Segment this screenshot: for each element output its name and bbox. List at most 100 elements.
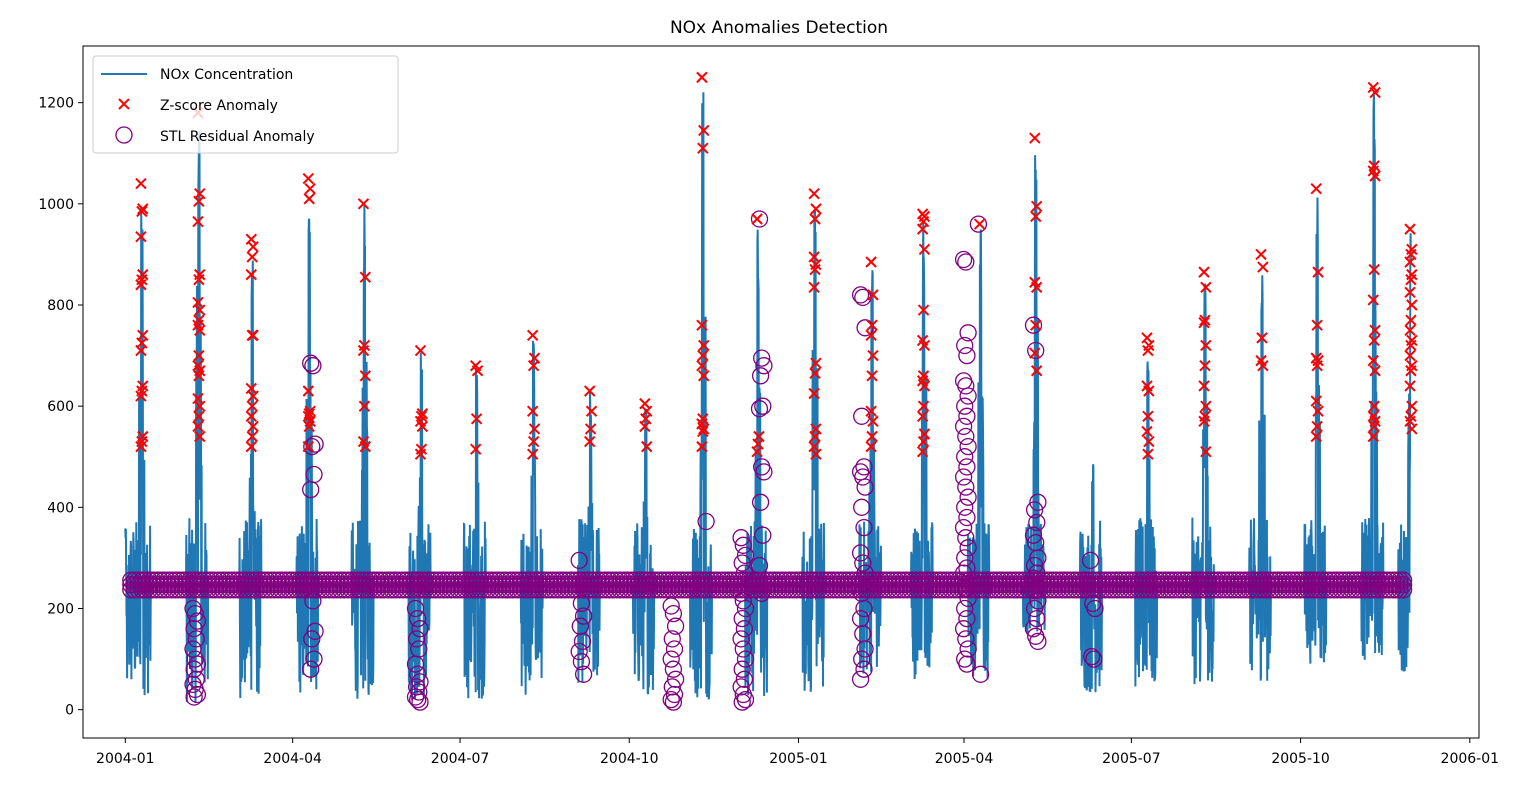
y-tick-label: 400: [47, 500, 74, 516]
zscore-anomaly-point: [194, 324, 206, 336]
stl-anomaly-point: [854, 468, 872, 486]
stl-anomaly-point: [957, 478, 975, 496]
zscore-anomaly-point: [918, 339, 931, 352]
zscore-anomaly-point: [917, 304, 930, 316]
stl-anomaly-point: [574, 665, 593, 683]
zscore-anomaly-point: [1030, 200, 1043, 213]
zscore-anomaly-point: [1405, 314, 1417, 326]
y-tick-label: 200: [47, 602, 74, 618]
stl-anomaly-point: [1029, 549, 1047, 567]
zscore-anomaly-point: [1368, 263, 1380, 276]
zscore-anomaly-point: [1369, 86, 1381, 99]
stl-anomaly-point: [185, 620, 203, 638]
stl-anomaly-point: [410, 683, 428, 701]
stl-anomaly-point: [1029, 592, 1047, 610]
zscore-anomaly-point: [1257, 359, 1269, 372]
stl-anomaly-point: [959, 437, 977, 456]
zscore-anomaly-point: [918, 243, 931, 256]
zscore-anomaly-point: [527, 359, 540, 372]
zscore-anomaly-point: [916, 410, 929, 422]
zscore-anomaly-point: [526, 405, 539, 417]
zscore-anomaly-point: [865, 256, 877, 268]
stl-anomaly-point: [302, 480, 320, 499]
stl-anomaly-point: [750, 556, 769, 575]
stl-anomaly-point: [959, 324, 977, 342]
stl-anomaly-point: [733, 693, 751, 711]
zscore-anomaly-point: [469, 443, 482, 455]
zscore-anomaly-point: [1406, 423, 1418, 435]
zscore-anomaly-point: [917, 400, 930, 412]
stl-anomaly-point: [734, 536, 752, 554]
stl-anomaly-point: [959, 640, 977, 658]
chart-title: NOx Anomalies Detection: [670, 18, 888, 38]
zscore-anomaly-point: [697, 425, 709, 438]
stl-anomaly-point: [750, 210, 769, 228]
x-tick-label: 2005-07: [1102, 751, 1161, 767]
zscore-anomaly-point: [1368, 334, 1380, 347]
zscore-anomaly-point: [1029, 132, 1041, 144]
zscore-anomaly-point: [245, 410, 257, 422]
stl-anomaly-point: [853, 650, 871, 668]
stl-anomaly-point: [406, 655, 425, 673]
stl-anomaly-point: [732, 678, 750, 696]
stl-anomaly-point: [305, 650, 323, 668]
stl-anomaly-point: [1085, 650, 1103, 668]
stl-anomaly-point: [736, 599, 755, 618]
stl-anomaly-point: [1025, 599, 1044, 618]
stl-anomaly-point: [1024, 620, 1043, 638]
stl-anomaly-point: [957, 377, 975, 395]
x-axis: 2004-01 2004-04 2004-07 2004-10 2005-01 2005-…: [96, 738, 1499, 767]
stl-anomaly-point: [570, 642, 588, 661]
zscore-anomaly-point: [808, 387, 820, 400]
stl-anomaly-point: [306, 622, 324, 640]
legend-frame: [92, 55, 399, 154]
x-tick-label: 2005-10: [1271, 751, 1330, 767]
zscore-anomaly-point: [194, 400, 206, 412]
stl-anomaly-point: [958, 655, 976, 673]
zscore-anomaly-point: [137, 203, 149, 215]
zscore-anomaly-point: [1406, 299, 1418, 311]
zscore-anomaly-point: [866, 319, 878, 331]
stl-anomaly-point: [185, 688, 203, 706]
stl-anomaly-point: [851, 670, 870, 688]
zscore-anomaly-point: [1310, 395, 1322, 407]
zscore-anomaly-point: [917, 435, 930, 448]
stl-anomaly-point: [665, 685, 684, 704]
zscore-anomaly-point: [1311, 359, 1323, 372]
zscore-anomaly-point: [698, 423, 710, 435]
zscore-anomaly-point: [584, 423, 597, 435]
stl-anomaly-point: [662, 690, 680, 709]
zscore-anomaly-point: [1199, 314, 1211, 326]
zscore-anomaly-point: [1404, 256, 1416, 268]
stl-anomaly-point: [572, 594, 591, 613]
x-tick-label: 2004-04: [263, 751, 322, 767]
zscore-anomaly-point: [865, 405, 877, 417]
zscore-anomaly-point: [809, 430, 821, 443]
stl-anomaly-point: [1391, 581, 1409, 599]
stl-anomaly-point: [409, 609, 427, 628]
stl-anomaly-point: [662, 597, 680, 615]
stl-anomaly-point: [1028, 513, 1046, 532]
zscore-anomaly-point: [1368, 400, 1380, 412]
zscore-anomaly-point: [1367, 294, 1379, 306]
axes-frame: [82, 45, 1480, 739]
y-tick-label: 800: [47, 298, 74, 314]
stl-anomaly-point: [958, 609, 976, 628]
zscore-anomaly-point: [751, 213, 763, 225]
zscore-anomaly-point: [584, 385, 596, 397]
stl-anomaly-point: [664, 693, 683, 711]
stl-anomaly-point: [733, 609, 751, 628]
stl-anomaly-point: [574, 607, 593, 625]
zscore-anomaly-point: [1142, 410, 1154, 422]
stl-anomaly-point: [855, 599, 873, 618]
stl-anomaly-point: [733, 660, 751, 678]
zscore-anomaly-point: [302, 385, 315, 397]
zscore-anomaly-point: [1198, 415, 1210, 428]
stl-anomaly-point: [736, 650, 755, 668]
zscore-anomaly-point: [1369, 365, 1381, 377]
stl-anomaly-point: [572, 652, 591, 671]
zscore-anomaly-point: [194, 304, 206, 316]
stl-anomaly-point: [664, 604, 683, 623]
zscore-anomaly-point: [1200, 339, 1212, 352]
stl-anomaly-point: [406, 688, 425, 706]
